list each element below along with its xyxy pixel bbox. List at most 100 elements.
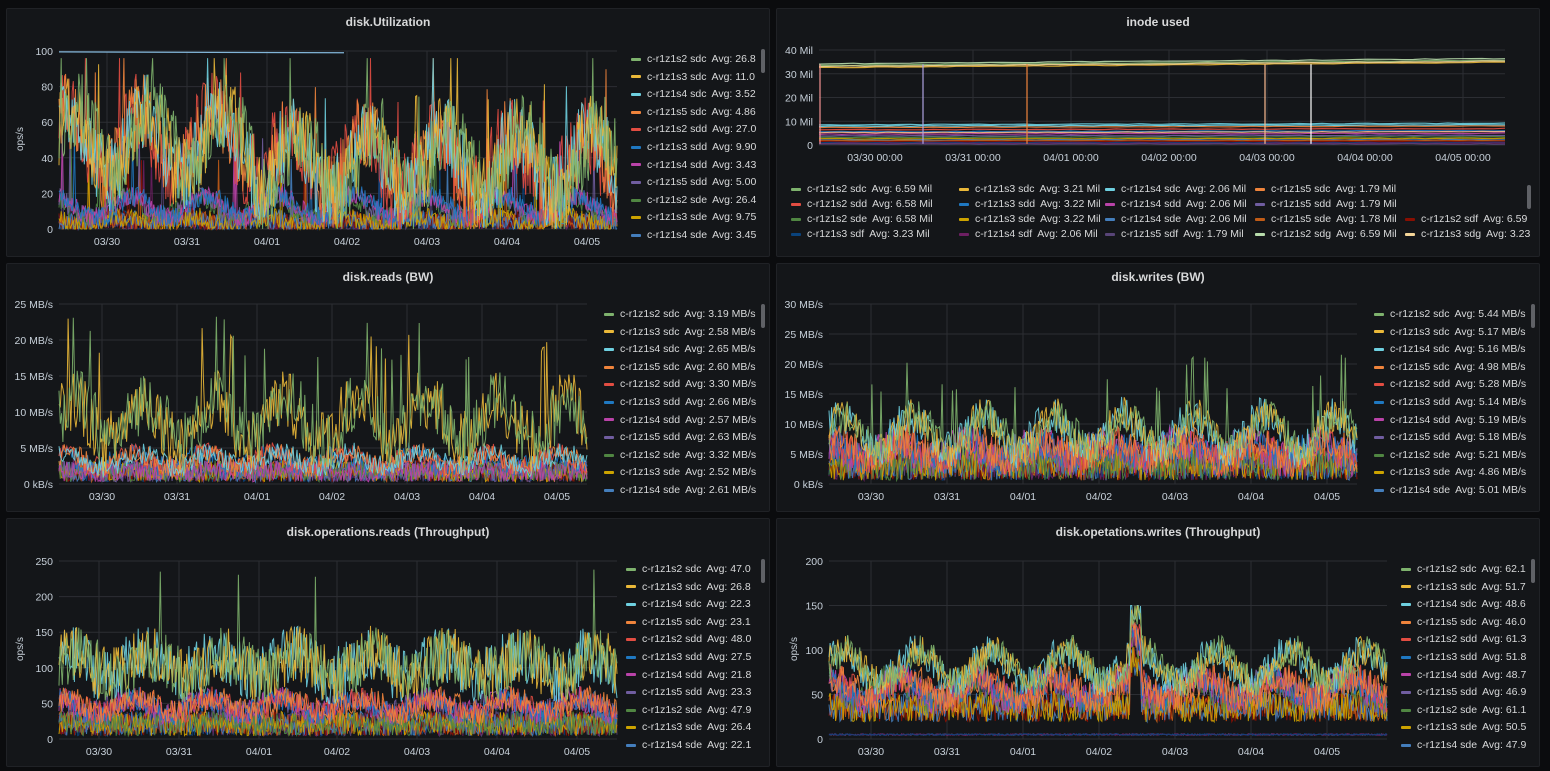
legend-scrollbar[interactable]	[1527, 185, 1531, 209]
legend-item[interactable]: c-r1z1s3 sde Avg: 26.4	[626, 721, 751, 736]
y-tick-label: 15 MB/s	[14, 371, 53, 383]
legend-item[interactable]: c-r1z1s4 sde Avg: 47.9	[1401, 739, 1526, 754]
legend-item[interactable]: c-r1z1s2 sde Avg: 5.21 MB/s	[1374, 449, 1526, 464]
legend-avg-value: Avg: 23.1	[706, 615, 751, 628]
legend-item[interactable]: c-r1z1s4 sde Avg: 2.61 MB/s	[604, 484, 756, 499]
legend-avg-value: Avg: 1.79 Mil	[1335, 183, 1397, 195]
legend-item[interactable]: c-r1z1s5 sdc Avg: 46.0	[1401, 616, 1526, 631]
legend-item[interactable]: c-r1z1s3 sdc Avg: 5.17 MB/s	[1374, 326, 1526, 341]
legend-item[interactable]: c-r1z1s5 sdf Avg: 1.79 Mil	[1105, 228, 1244, 243]
legend-item[interactable]: c-r1z1s3 sdd Avg: 2.66 MB/s	[604, 396, 756, 411]
legend-item[interactable]: c-r1z1s5 sdd Avg: 1.79 Mil	[1255, 198, 1397, 213]
legend-item[interactable]: c-r1z1s3 sdc Avg: 26.8	[626, 581, 751, 596]
legend-item[interactable]: c-r1z1s4 sdd Avg: 3.43	[631, 159, 756, 174]
panel-title[interactable]: inode used	[1126, 15, 1190, 29]
legend-avg-value: Avg: 46.9	[1482, 686, 1527, 699]
legend-scrollbar[interactable]	[1531, 304, 1535, 328]
legend-item[interactable]: c-r1z1s4 sde Avg: 5.01 MB/s	[1374, 484, 1526, 499]
legend-item[interactable]: c-r1z1s2 sde Avg: 26.4	[631, 194, 756, 209]
legend-item[interactable]: c-r1z1s2 sdc Avg: 5.44 MB/s	[1374, 308, 1526, 323]
legend-item[interactable]: c-r1z1s4 sde Avg: 2.06 Mil	[1105, 213, 1247, 228]
legend-scrollbar[interactable]	[761, 49, 765, 73]
legend-scrollbar[interactable]	[761, 304, 765, 328]
legend-item[interactable]: c-r1z1s5 sdd Avg: 5.00	[631, 176, 756, 191]
legend-item[interactable]: c-r1z1s2 sdc Avg: 47.0	[626, 563, 751, 578]
legend-item[interactable]: c-r1z1s3 sde Avg: 2.52 MB/s	[604, 466, 756, 481]
legend-item[interactable]: c-r1z1s4 sdc Avg: 48.6	[1401, 598, 1526, 613]
legend-item[interactable]: c-r1z1s3 sdc Avg: 3.21 Mil	[959, 183, 1100, 198]
legend-item[interactable]: c-r1z1s2 sdd Avg: 27.0	[631, 123, 756, 138]
legend-item[interactable]: c-r1z1s2 sde Avg: 47.9	[626, 704, 751, 719]
legend-item[interactable]: c-r1z1s2 sdd Avg: 3.30 MB/s	[604, 378, 756, 393]
legend-item[interactable]: c-r1z1s3 sdd Avg: 27.5	[626, 651, 751, 666]
legend-item[interactable]: c-r1z1s5 sdd Avg: 46.9	[1401, 686, 1526, 701]
legend-item[interactable]: c-r1z1s3 sde Avg: 3.22 Mil	[959, 213, 1101, 228]
legend-item[interactable]: c-r1z1s3 sdd Avg: 5.14 MB/s	[1374, 396, 1526, 411]
legend-item[interactable]: c-r1z1s3 sdd Avg: 9.90	[631, 141, 756, 156]
legend-item[interactable]: c-r1z1s2 sdd Avg: 61.3	[1401, 633, 1526, 648]
legend-item[interactable]: c-r1z1s5 sdc Avg: 1.79 Mil	[1255, 183, 1396, 198]
legend-item[interactable]: c-r1z1s3 sdd Avg: 3.22 Mil	[959, 198, 1101, 213]
legend-item[interactable]: c-r1z1s5 sdd Avg: 23.3	[626, 686, 751, 701]
graph-area[interactable]: 250 200 150 100 50 0 03/30 03/31 04/01 04/02 04/03…	[7, 549, 621, 765]
legend-item[interactable]: c-r1z1s3 sde Avg: 9.75	[631, 211, 756, 226]
legend-series-name: c-r1z1s5 sde	[1271, 213, 1332, 225]
legend-item[interactable]: c-r1z1s3 sdd Avg: 51.8	[1401, 651, 1526, 666]
legend-scrollbar[interactable]	[761, 559, 765, 583]
legend-item[interactable]: c-r1z1s4 sdd Avg: 21.8	[626, 669, 751, 684]
legend-item[interactable]: c-r1z1s4 sdd Avg: 5.19 MB/s	[1374, 414, 1526, 429]
legend-item[interactable]: c-r1z1s3 sdc Avg: 51.7	[1401, 581, 1526, 596]
graph-area[interactable]: 30 MB/s 25 MB/s 20 MB/s 15 MB/s 10 MB/s 5 MB/…	[777, 294, 1363, 510]
legend-item[interactable]: c-r1z1s2 sdc Avg: 6.59 Mil	[791, 183, 932, 198]
legend-item[interactable]: c-r1z1s4 sde Avg: 22.1	[626, 739, 751, 754]
panel-title[interactable]: disk.Utilization	[345, 15, 431, 29]
legend-item[interactable]: c-r1z1s2 sdd Avg: 48.0	[626, 633, 751, 648]
legend-item[interactable]: c-r1z1s2 sde Avg: 3.32 MB/s	[604, 449, 756, 464]
legend-item[interactable]: c-r1z1s3 sdg Avg: 3.23 Mil	[1405, 228, 1531, 243]
legend-item[interactable]: c-r1z1s3 sde Avg: 4.86 MB/s	[1374, 466, 1526, 481]
legend-item[interactable]: c-r1z1s3 sdc Avg: 11.0	[631, 71, 755, 86]
legend-item[interactable]: c-r1z1s2 sde Avg: 6.58 Mil	[791, 213, 933, 228]
legend-item[interactable]: c-r1z1s2 sdc Avg: 62.1	[1401, 563, 1526, 578]
legend-scrollbar[interactable]	[1531, 559, 1535, 583]
legend-item[interactable]: c-r1z1s4 sde Avg: 3.45	[631, 229, 756, 244]
legend-item[interactable]: c-r1z1s5 sdd Avg: 2.63 MB/s	[604, 431, 756, 446]
graph-area[interactable]: 200 150 100 50 0 03/30 03/31 04/01 04/02 04/03 04/…	[777, 549, 1389, 765]
legend-item[interactable]: c-r1z1s4 sdc Avg: 22.3	[626, 598, 751, 613]
legend-avg-value: Avg: 3.22 Mil	[1040, 213, 1101, 225]
legend-item[interactable]: c-r1z1s2 sdd Avg: 6.58 Mil	[791, 198, 933, 213]
legend-item[interactable]: c-r1z1s5 sde Avg: 1.78 Mil	[1255, 213, 1397, 228]
legend-item[interactable]: c-r1z1s4 sdf Avg: 2.06 Mil	[959, 228, 1098, 243]
legend-item[interactable]: c-r1z1s4 sdc Avg: 3.52	[631, 88, 756, 103]
legend-avg-value: Avg: 6.59 Mil	[1483, 213, 1531, 225]
legend-item[interactable]: c-r1z1s2 sde Avg: 61.1	[1401, 704, 1526, 719]
legend-item[interactable]: c-r1z1s4 sdc Avg: 2.06 Mil	[1105, 183, 1246, 198]
legend-item[interactable]: c-r1z1s5 sdc Avg: 23.1	[626, 616, 751, 631]
legend-item[interactable]: c-r1z1s2 sdg Avg: 6.59 Mil	[1255, 228, 1397, 243]
legend-item[interactable]: c-r1z1s5 sdc Avg: 4.98 MB/s	[1374, 361, 1526, 376]
graph-area[interactable]: 40 Mil 30 Mil 20 Mil 10 Mil 0 03/30 00:00 03/3…	[777, 39, 1517, 175]
panel-title[interactable]: disk.operations.reads (Throughput)	[286, 525, 490, 539]
legend-item[interactable]: c-r1z1s3 sde Avg: 50.5	[1401, 721, 1526, 736]
legend-item[interactable]: c-r1z1s4 sdd Avg: 2.06 Mil	[1105, 198, 1247, 213]
graph-area[interactable]: 25 MB/s 20 MB/s 15 MB/s 10 MB/s 5 MB/s 0 kB/s…	[7, 294, 593, 510]
legend-item[interactable]: c-r1z1s3 sdc Avg: 2.58 MB/s	[604, 326, 756, 341]
legend-item[interactable]: c-r1z1s2 sdf Avg: 6.59 Mil	[1405, 213, 1531, 228]
legend-item[interactable]: c-r1z1s5 sdc Avg: 2.60 MB/s	[604, 361, 756, 376]
legend-item[interactable]: c-r1z1s2 sdd Avg: 5.28 MB/s	[1374, 378, 1526, 393]
legend-item[interactable]: c-r1z1s3 sdf Avg: 3.23 Mil	[791, 228, 930, 243]
legend-item[interactable]: c-r1z1s4 sdc Avg: 5.16 MB/s	[1374, 343, 1526, 358]
graph-area[interactable]: 100 80 60 40 20 0 03/30 03/31 04/01 04/02 04/03 04/…	[7, 39, 621, 255]
legend-item[interactable]: c-r1z1s2 sdc Avg: 26.8	[631, 53, 756, 68]
panel-title[interactable]: disk.writes (BW)	[1111, 270, 1205, 284]
legend-item[interactable]: c-r1z1s5 sdd Avg: 5.18 MB/s	[1374, 431, 1526, 446]
legend-item[interactable]: c-r1z1s4 sdd Avg: 48.7	[1401, 669, 1526, 684]
legend-item[interactable]: c-r1z1s4 sdc Avg: 2.65 MB/s	[604, 343, 756, 358]
legend-item[interactable]: c-r1z1s4 sdd Avg: 2.57 MB/s	[604, 414, 756, 429]
x-tick-label: 04/04	[494, 236, 520, 248]
panel-title[interactable]: disk.reads (BW)	[342, 270, 434, 284]
legend-item[interactable]: c-r1z1s2 sdc Avg: 3.19 MB/s	[604, 308, 756, 323]
panel-title[interactable]: disk.opetations.writes (Throughput)	[1055, 525, 1261, 539]
legend-item[interactable]: c-r1z1s5 sdc Avg: 4.86	[631, 106, 756, 121]
legend-swatch	[626, 585, 636, 589]
